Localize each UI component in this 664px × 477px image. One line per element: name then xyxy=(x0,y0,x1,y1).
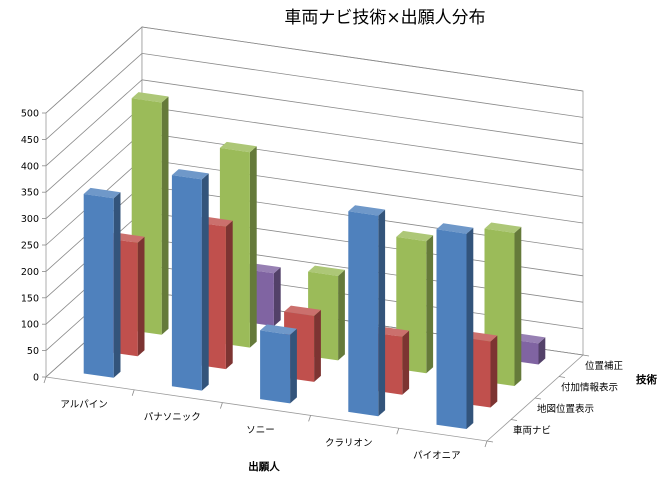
bar-top xyxy=(436,223,474,234)
y-tick-label: 300 xyxy=(21,214,39,225)
bar-side xyxy=(137,236,145,357)
z-tick-mark xyxy=(534,397,542,400)
x-tick-label: ソニー xyxy=(246,425,275,436)
bar-side xyxy=(378,209,386,417)
bar-side xyxy=(290,328,297,404)
bar-side xyxy=(426,235,434,374)
x-tick-label: パイオニア xyxy=(413,451,461,462)
bar xyxy=(436,223,474,429)
bar-side xyxy=(225,220,233,370)
bar-front xyxy=(348,211,379,417)
bar-front xyxy=(436,229,467,429)
bar-side xyxy=(314,309,321,382)
x-tick-mark xyxy=(220,402,223,409)
z-tick-mark xyxy=(582,354,590,357)
bar-top xyxy=(396,230,434,242)
z-tick-mark xyxy=(486,440,494,443)
z-tick-label: 車両ナビ xyxy=(513,424,551,436)
x-tick-mark xyxy=(43,376,47,384)
bar-front xyxy=(171,175,202,391)
bar-top xyxy=(131,92,169,103)
depth-axis-title: 技術 xyxy=(636,373,657,386)
y-tick-label: 0 xyxy=(33,373,39,384)
x-tick-label: アルパイン xyxy=(60,399,107,410)
bar-side xyxy=(201,173,209,391)
x-tick-mark xyxy=(396,428,400,435)
bar-top xyxy=(348,205,386,216)
bar-top xyxy=(484,222,522,233)
bar-front xyxy=(260,330,291,404)
bar-top xyxy=(284,305,321,316)
z-tick-mark xyxy=(510,419,518,421)
bar xyxy=(83,187,121,378)
gridline xyxy=(45,26,584,114)
bar-side xyxy=(490,335,498,408)
tick-labels: 0 50 100 150 200 250 300 350 400 450 500 アルパインパナソニッ… xyxy=(21,109,624,462)
z-tick-label: 付加情報表示 xyxy=(561,381,618,393)
gridline xyxy=(45,52,584,140)
y-tick-label: 250 xyxy=(21,241,39,252)
z-tick-mark xyxy=(558,376,566,378)
gridline xyxy=(45,79,584,167)
bar xyxy=(308,265,345,361)
y-tick-label: 150 xyxy=(21,293,39,304)
bar-side xyxy=(249,146,257,348)
bar-side xyxy=(538,337,546,365)
bar-side xyxy=(338,269,345,361)
bar-side xyxy=(514,226,522,386)
y-tick-label: 200 xyxy=(21,267,39,278)
bar-side xyxy=(113,192,121,378)
x-axis-title: 出願人 xyxy=(248,460,280,473)
x-tick-mark xyxy=(308,415,311,422)
bar xyxy=(171,169,209,391)
x-tick-label: クラリオン xyxy=(325,438,373,449)
y-tick-label: 100 xyxy=(21,320,39,331)
bar-side xyxy=(273,267,281,327)
bar-top xyxy=(308,265,345,276)
chart-title: 車両ナビ技術×出願人分布 xyxy=(284,8,485,28)
bar-top xyxy=(260,324,297,335)
bar-top xyxy=(171,169,209,180)
y-tick-label: 450 xyxy=(21,135,39,146)
y-tick-label: 400 xyxy=(21,161,39,172)
bars xyxy=(83,92,546,429)
bar xyxy=(260,324,297,404)
bar-top xyxy=(219,141,257,153)
bar-top xyxy=(83,187,121,199)
y-tick-label: 500 xyxy=(21,109,39,120)
y-tick-label: 50 xyxy=(27,346,39,357)
x-tick-mark xyxy=(484,440,488,448)
y-tick-label: 350 xyxy=(21,188,39,199)
bar-front xyxy=(83,194,114,378)
x-tick-label: パナソニック xyxy=(144,412,201,423)
x-tick-mark xyxy=(131,389,135,396)
bar-side xyxy=(161,96,169,335)
z-tick-label: 地図位置表示 xyxy=(537,403,594,415)
bar-side xyxy=(466,227,474,429)
z-tick-label: 位置補正 xyxy=(585,360,624,372)
bar xyxy=(348,205,386,417)
bar-side xyxy=(402,330,410,395)
